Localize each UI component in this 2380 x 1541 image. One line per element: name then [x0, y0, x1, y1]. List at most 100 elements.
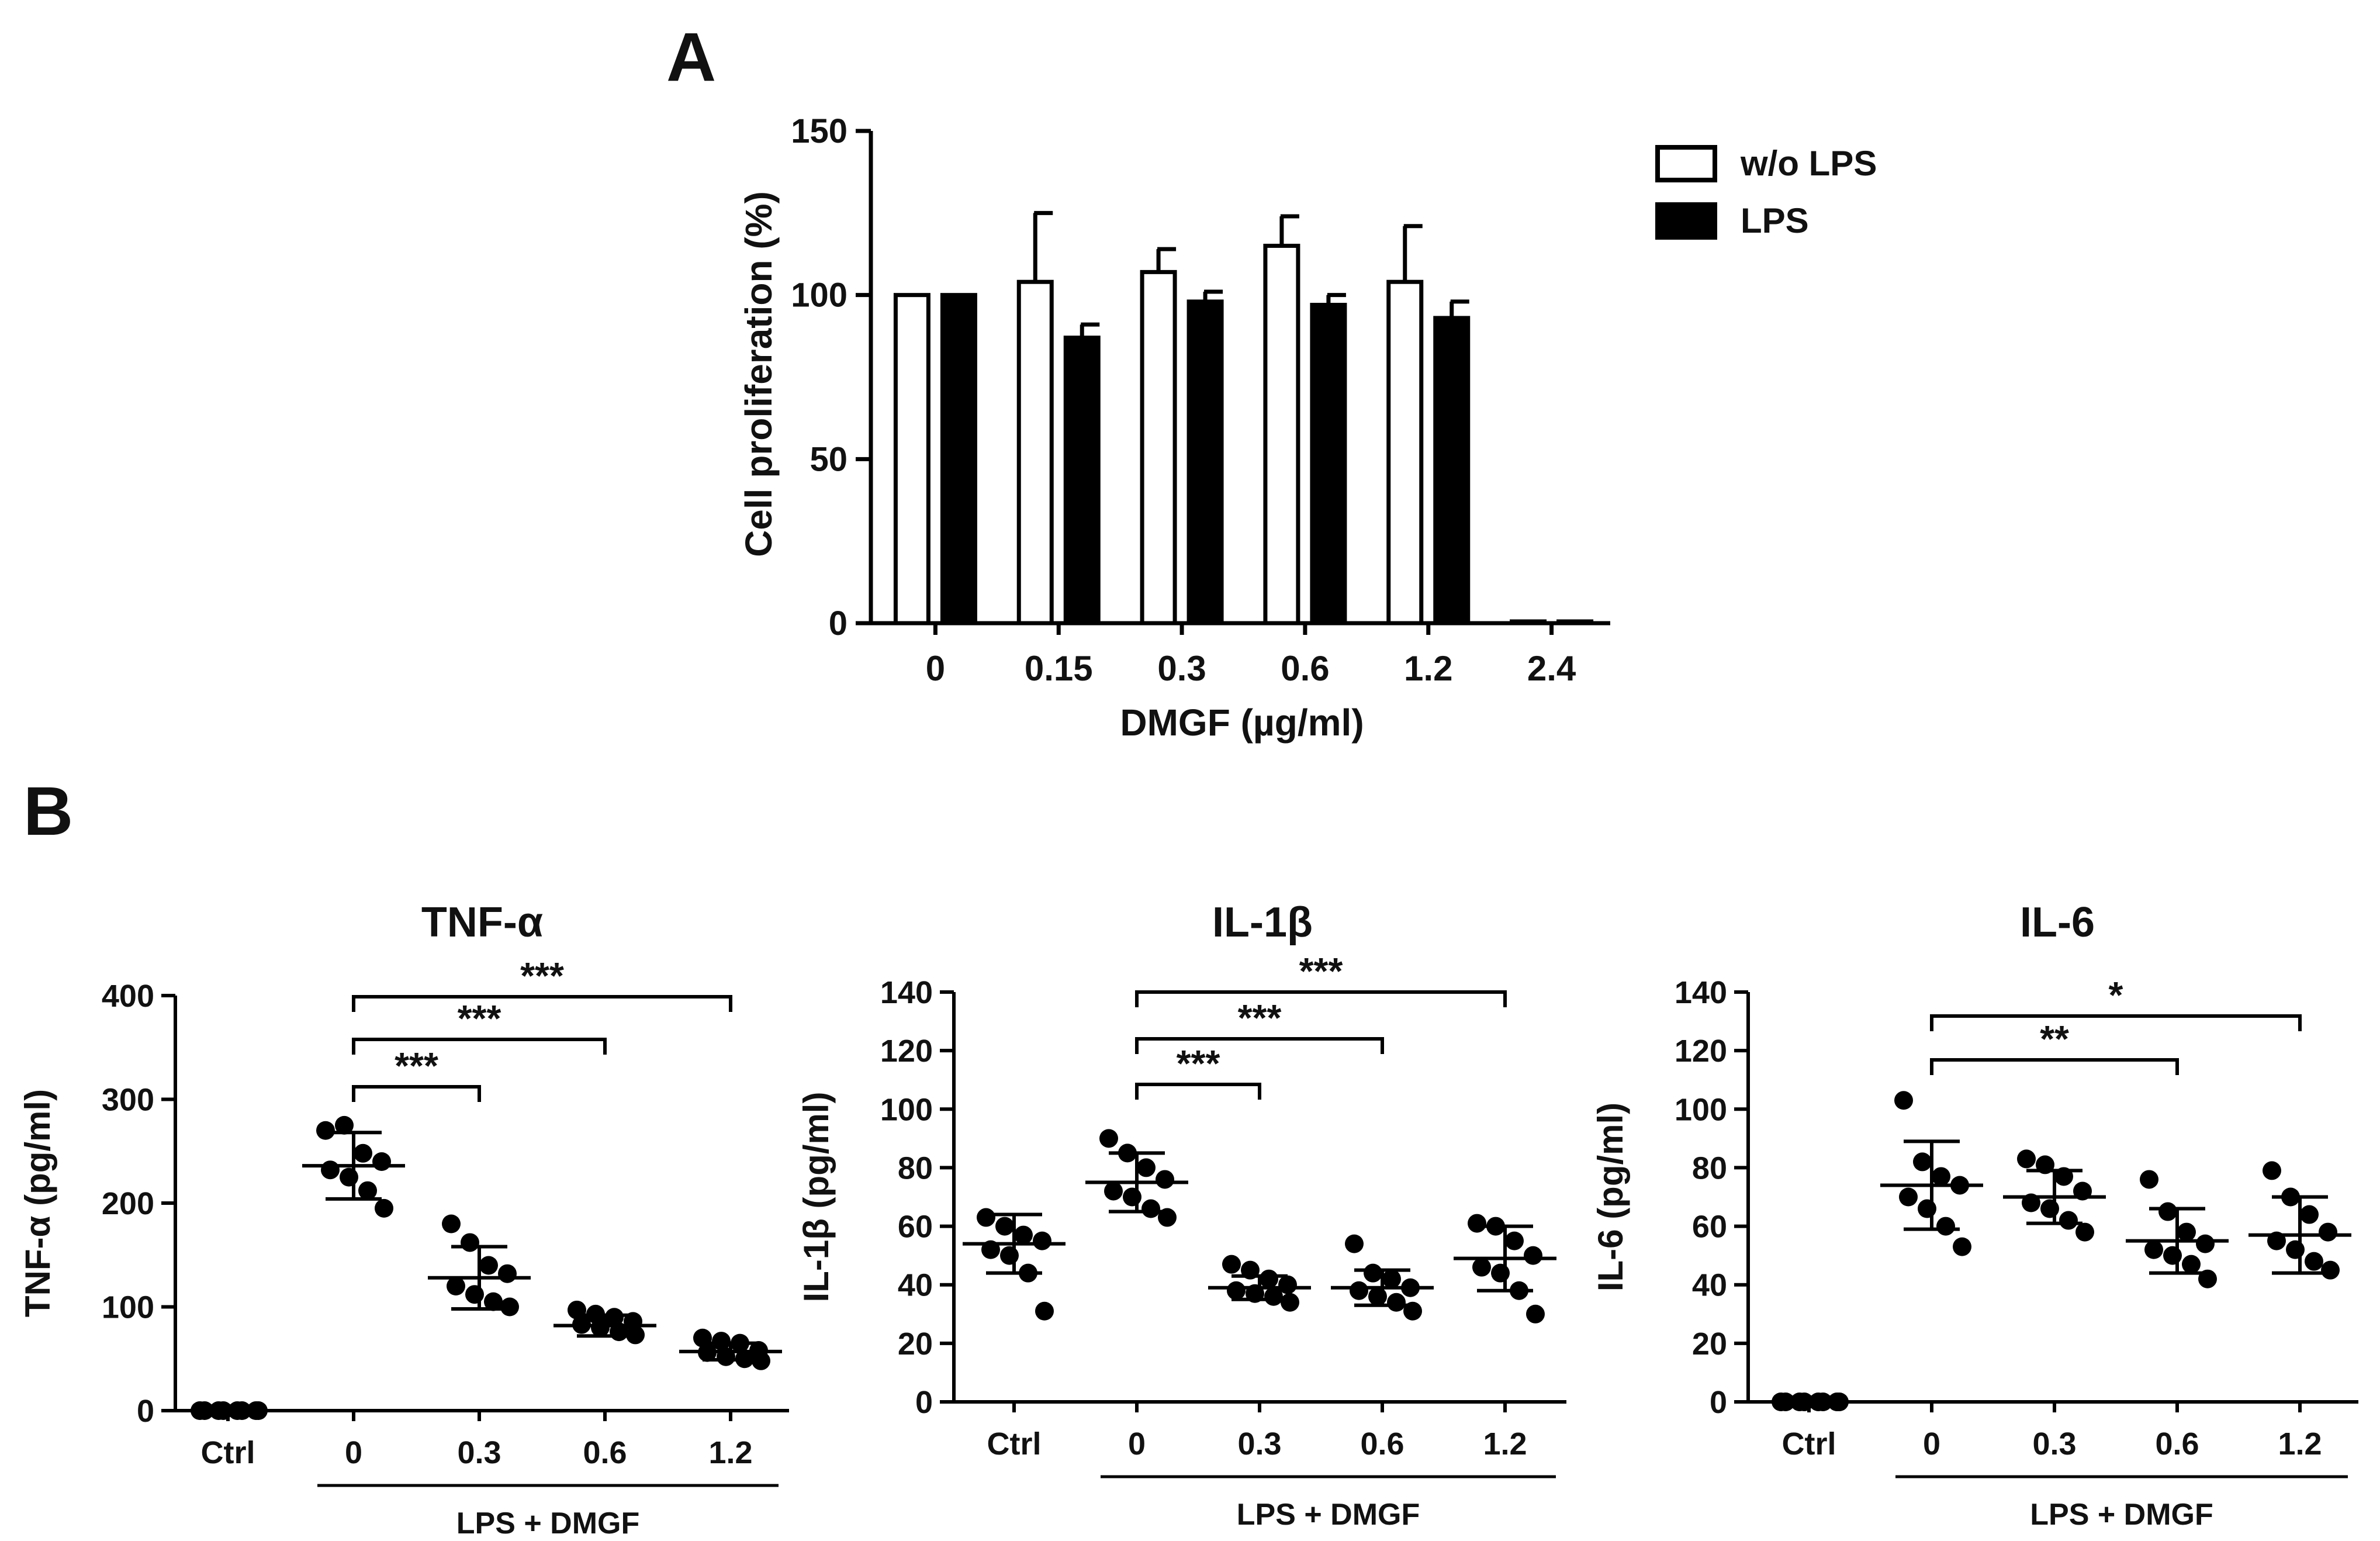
chart-a-bar [1433, 316, 1471, 626]
chart-b1-y-tick-label: 0 [137, 1394, 154, 1429]
chart-b2-group-label: LPS + DMGF [1237, 1498, 1420, 1532]
chart-b2-data-point [1350, 1281, 1368, 1300]
chart-b3-data-point [2321, 1260, 2340, 1280]
chart-b1-y-tick-label: 300 [102, 1083, 154, 1118]
chart-b2-x-tick-label: 1.2 [1483, 1426, 1527, 1461]
chart-b2-y-tick-label: 60 [898, 1210, 933, 1245]
cell-proliferation-bar-chart: Cell proliferation (%) DMGF (µg/ml) w/o … [738, 112, 1877, 744]
chart-a-bar [1263, 243, 1300, 626]
chart-b1-data-point [498, 1264, 517, 1283]
chart-a-x-tick-label: 0.3 [1157, 649, 1206, 688]
chart-b3-y-tick-label: 120 [1675, 1034, 1727, 1069]
chart-b3-significance-label: ** [2040, 1018, 2069, 1060]
chart-b3-data-point [1932, 1167, 1950, 1186]
chart-b3-data-point [2158, 1202, 2177, 1221]
chart-b1-data-point [340, 1167, 358, 1187]
chart-b3-data-point [2140, 1170, 2158, 1189]
chart-b1-y-tick-label: 100 [102, 1290, 154, 1325]
chart-b2-data-point [995, 1217, 1014, 1236]
chart-b1-group-label: LPS + DMGF [456, 1507, 639, 1540]
chart-b3-x-tick-label: 1.2 [2278, 1426, 2322, 1461]
chart-b2-data-point [1472, 1257, 1491, 1277]
chart-b3-x-tick-label: 0.6 [2155, 1426, 2199, 1461]
chart-b2-y-label: IL-1β (pg/ml) [797, 1092, 836, 1302]
chart-b3-data-point [2286, 1240, 2305, 1259]
chart-a-bar [1186, 299, 1224, 626]
chart-b3-data-point [1953, 1237, 1971, 1256]
chart-b2-data-point [1222, 1255, 1241, 1274]
il-1beta-scatter-plot: IL-1β IL-1β (pg/ml) 0 20 40 60 80 100 120 140 Ctrl… [797, 899, 1566, 1532]
chart-b2-significance-label: *** [1177, 1042, 1220, 1084]
chart-b1-data-point [358, 1181, 377, 1200]
chart-b2-significance-label: *** [1238, 997, 1282, 1039]
chart-b2-data-point [1141, 1199, 1160, 1218]
chart-b1-data-point [626, 1325, 645, 1345]
chart-b3-data-point [2263, 1161, 2281, 1180]
chart-a-bar [1510, 619, 1547, 626]
chart-b2-y-tick-label: 0 [915, 1385, 933, 1420]
chart-a-legend: w/o LPS LPS [1655, 144, 1877, 240]
chart-b3-data-point [2059, 1211, 2078, 1230]
chart-b3-significance-bracket [1930, 1058, 2179, 1075]
chart-b3-y-tick-label: 140 [1675, 975, 1727, 1010]
chart-b1-data-point [479, 1256, 498, 1275]
chart-b2-data-point [1345, 1234, 1364, 1253]
chart-a-x-tick-label: 1.2 [1404, 649, 1452, 688]
chart-b3-data-point [2182, 1255, 2201, 1274]
chart-b3-data-point [2177, 1222, 2196, 1242]
chart-b2-data-point [1491, 1263, 1510, 1283]
chart-b2-significance-label: *** [1299, 950, 1343, 992]
chart-b2-significance-bracket [1135, 1083, 1261, 1100]
chart-b2-data-point [1000, 1246, 1019, 1265]
chart-b1-data-point [605, 1308, 624, 1327]
chart-a-x-tick-label: 0.15 [1025, 649, 1093, 688]
chart-b2-data-point [1264, 1287, 1283, 1306]
chart-b2-data-point [1526, 1304, 1545, 1324]
chart-b3-data-point [2144, 1240, 2163, 1259]
chart-b2-data-point [1035, 1301, 1054, 1321]
chart-b3-data-point [1894, 1091, 1913, 1110]
chart-b2-significance-bracket [1135, 1037, 1384, 1054]
chart-b2-data-point [1014, 1225, 1033, 1245]
chart-a-x-tick-label: 0.6 [1281, 649, 1329, 688]
chart-b3-data-point [2075, 1222, 2094, 1242]
chart-b2-y-tick-label: 40 [898, 1268, 933, 1303]
chart-b2-data-point [1033, 1231, 1051, 1250]
legend-label-lps: LPS [1741, 201, 1809, 240]
chart-b1-data-point [321, 1160, 340, 1180]
chart-b2-x-tick-label: 0.3 [1237, 1426, 1281, 1461]
chart-a-bar [1386, 279, 1424, 626]
chart-b1-significance-label: *** [520, 955, 564, 997]
chart-b1-data-point [752, 1351, 770, 1370]
chart-b3-data-point [2196, 1234, 2215, 1253]
chart-b1-significance-label: *** [458, 997, 501, 1039]
chart-b3-y-label: IL-6 (pg/ml) [1591, 1103, 1630, 1291]
chart-b1-title: TNF-α [421, 899, 543, 946]
chart-b2-data-point [1524, 1246, 1542, 1265]
chart-b2-data-point [1382, 1269, 1401, 1288]
chart-b1-x-tick-label: Ctrl [201, 1435, 255, 1470]
chart-b3-data-point [1918, 1199, 1936, 1218]
chart-b1-data-point [465, 1285, 484, 1304]
chart-a-bar [1016, 279, 1054, 626]
chart-b1-y-label: TNF-α (pg/ml) [18, 1089, 57, 1317]
chart-b2-title: IL-1β [1212, 899, 1313, 946]
chart-b3-y-tick-label: 20 [1692, 1326, 1727, 1362]
chart-b1-data-point [354, 1143, 372, 1163]
chart-b3-y-tick-label: 80 [1692, 1150, 1727, 1186]
chart-b2-x-tick-label: 0.6 [1360, 1426, 1404, 1461]
chart-b2-data-point [977, 1208, 995, 1227]
chart-b2-data-point [1104, 1181, 1123, 1201]
chart-b3-data-point [2319, 1222, 2337, 1242]
chart-b3-x-tick-label: 0.3 [2032, 1426, 2076, 1461]
panel-label-b: B [23, 773, 73, 850]
chart-b2-data-point [1281, 1293, 1299, 1312]
chart-b2-y-tick-label: 140 [880, 975, 933, 1010]
chart-b2-data-point [1368, 1287, 1387, 1306]
chart-b1-data-point [712, 1332, 731, 1351]
chart-b3-x-tick-label: Ctrl [1782, 1426, 1836, 1461]
chart-b3-data-point [1899, 1187, 1918, 1207]
chart-a-bar [1556, 619, 1594, 626]
chart-b1-data-point [316, 1121, 335, 1140]
